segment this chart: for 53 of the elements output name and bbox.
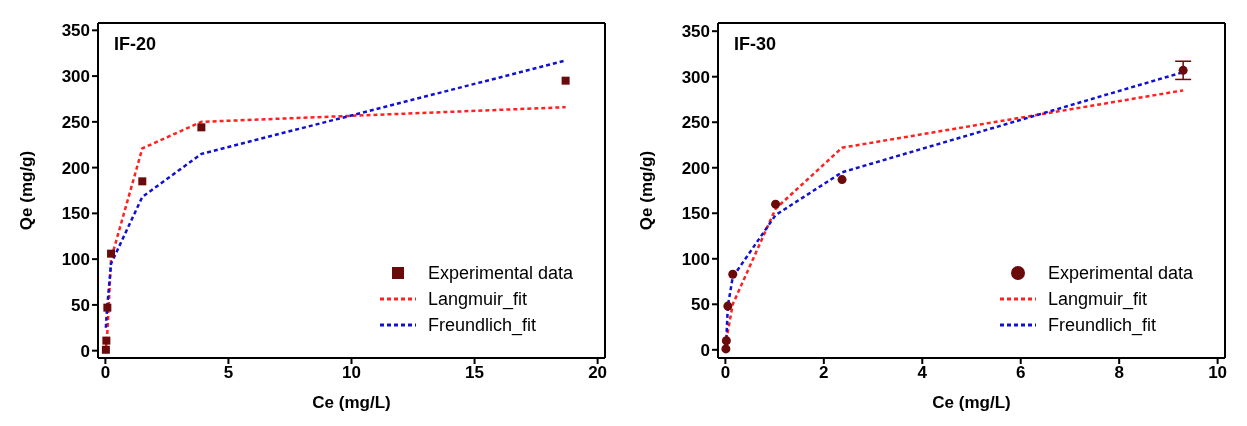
point — [837, 175, 847, 185]
legend-label: Langmuir_fit — [427, 288, 527, 310]
y-tick-label: 150 — [681, 204, 710, 224]
y-tick-label: 0 — [80, 341, 90, 361]
y-tick-label: 200 — [681, 158, 710, 178]
y-tick-label: 250 — [681, 113, 710, 133]
legend-label: Experimental data — [427, 262, 573, 284]
point — [138, 177, 147, 186]
point — [197, 123, 206, 132]
point — [102, 336, 111, 345]
x-tick-label: 5 — [223, 363, 234, 383]
x-tick-label: 6 — [1015, 363, 1026, 383]
point — [723, 301, 733, 311]
point — [561, 76, 570, 85]
x-axis-title: Ce (mg/L) — [312, 393, 391, 412]
y-tick-label: 100 — [61, 250, 90, 270]
y-tick-label: 50 — [691, 295, 710, 315]
legend-label: Freundlich_fit — [427, 314, 536, 336]
text: IF-20 — [114, 34, 157, 55]
y-tick-label: 50 — [71, 295, 90, 315]
y-axis-title: Qe (mg/g) — [17, 150, 37, 231]
y-tick-label: 100 — [681, 249, 710, 269]
text: IF-30 — [734, 34, 777, 55]
y-tick-label: 150 — [61, 204, 90, 224]
y-tick-label: 300 — [61, 67, 90, 87]
x-tick-label: 2 — [819, 363, 829, 383]
y-tick-label: 0 — [700, 340, 710, 360]
y-tick-label: 200 — [61, 158, 90, 178]
x-tick-label: 8 — [1114, 363, 1124, 383]
x-tick-label: 4 — [917, 363, 928, 383]
x-tick-label: 10 — [1208, 363, 1228, 383]
point — [101, 345, 110, 354]
point — [721, 336, 731, 346]
point — [721, 344, 731, 354]
y-axis-title: Qe (mg/g) — [637, 150, 657, 231]
point — [103, 303, 112, 312]
point — [1178, 65, 1188, 75]
legend-label: Experimental data — [1047, 262, 1193, 284]
y-tick-label: 350 — [681, 22, 710, 42]
y-tick-label: 300 — [681, 67, 710, 87]
point — [107, 249, 116, 258]
legend-label: Freundlich_fit — [1047, 314, 1156, 336]
x-axis-title: Ce (mg/L) — [932, 393, 1011, 412]
y-tick-label: 350 — [61, 21, 90, 41]
legend-label: Langmuir_fit — [1047, 288, 1147, 310]
x-tick-label: 0 — [100, 363, 111, 383]
y-tick-label: 250 — [61, 112, 90, 132]
x-tick-label: 15 — [465, 363, 485, 383]
point — [771, 199, 781, 209]
x-tick-label: 0 — [720, 363, 731, 383]
x-tick-label: 10 — [342, 363, 361, 383]
x-tick-label: 20 — [588, 363, 608, 383]
point — [728, 269, 738, 279]
